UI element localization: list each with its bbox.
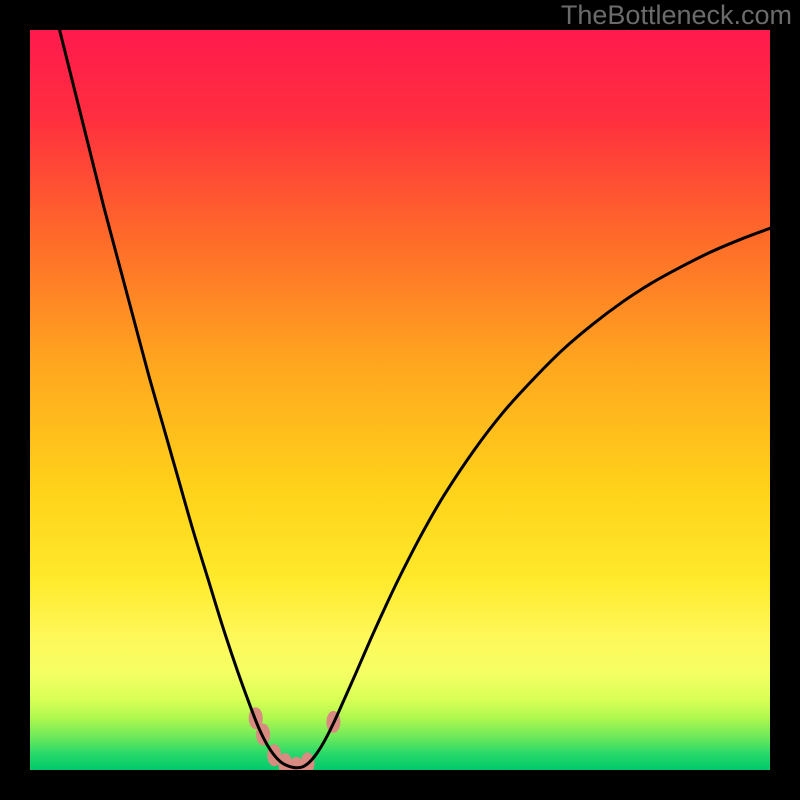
watermark-text: TheBottleneck.com [561,0,792,31]
chart-background-gradient [30,30,770,770]
chart-frame: TheBottleneck.com [0,0,800,800]
bottleneck-curve-chart [0,0,800,800]
